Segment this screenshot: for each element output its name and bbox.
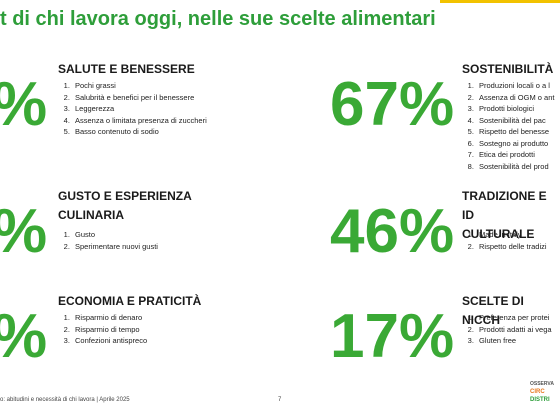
percentage: 17% [330,302,455,371]
percentage: 46% [330,197,455,266]
item-list: Risparmio di denaroRisparmio di tempoCon… [56,312,147,347]
list-item: Etica dei prodotti [476,149,554,161]
item-list: GustoSperimentare nuovi gusti [56,229,158,252]
section-title: GUSTO E ESPERIENZA CULINARIA [58,189,192,222]
item-list: Preferenza per proteiProdotti adatti ai … [460,312,552,347]
list-item: Prodotti biologici [476,103,554,115]
list-item: Prodotti adatti ai vega [476,324,552,336]
section-title: TRADIZIONE E ID CULTURALE [462,189,547,241]
section-title: SALUTE E BENESSERE [58,62,195,76]
list-item: Produzioni locali o a l [476,80,554,92]
list-item: Salubrità e benefici per il benessere [72,92,207,104]
percentage: % [0,201,47,263]
list-item: Gluten free [476,335,552,347]
logo: OSSERVA CIRC DISTRI [530,380,554,404]
item-list: Pochi grassiSalubrità e benefici per il … [56,80,207,138]
section-title: SOSTENIBILITÀ [462,62,554,76]
list-item: Risparmio di denaro [72,312,147,324]
slide-title: t di chi lavora oggi, nelle sue scelte a… [0,8,436,30]
list-item: Leggerezza [72,103,207,115]
accent-line [440,0,560,3]
list-item: Rispetto delle tradizi [476,241,547,253]
list-item: Assenza o limitata presenza di zuccheri [72,115,207,127]
list-item: Basso contenuto di sodio [72,126,207,138]
percentage: 67% [330,70,455,139]
list-item: Sostenibilità del pac [476,115,554,127]
item-list: Made in ItalyRispetto delle tradizi [460,229,547,252]
section-title: SCELTE DI NICCH [462,294,524,327]
logo-line: DISTRI [530,397,550,403]
list-item: Gusto [72,229,158,241]
percentage: % [0,74,47,136]
logo-line: CIRC [530,389,545,395]
list-item: Risparmio di tempo [72,324,147,336]
section-title: ECONOMIA E PRATICITÀ [58,294,202,308]
logo-line: OSSERVA [530,381,554,387]
list-item: Sostenibilità del prod [476,161,554,173]
percentage: % [0,306,47,368]
list-item: Confezioni antispreco [72,335,147,347]
list-item: Pochi grassi [72,80,207,92]
list-item: Made in Italy [476,229,547,241]
item-list: Produzioni locali o a lAssenza di OGM o … [460,80,554,172]
list-item: Preferenza per protei [476,312,552,324]
list-item: Assenza di OGM o ant [476,92,554,104]
list-item: Sperimentare nuovi gusti [72,241,158,253]
source: o: abitudini e necessità di chi lavora |… [0,397,130,403]
list-item: Sostegno ai produtto [476,138,554,150]
list-item: Rispetto del benesse [476,126,554,138]
page-number: 7 [278,397,282,403]
